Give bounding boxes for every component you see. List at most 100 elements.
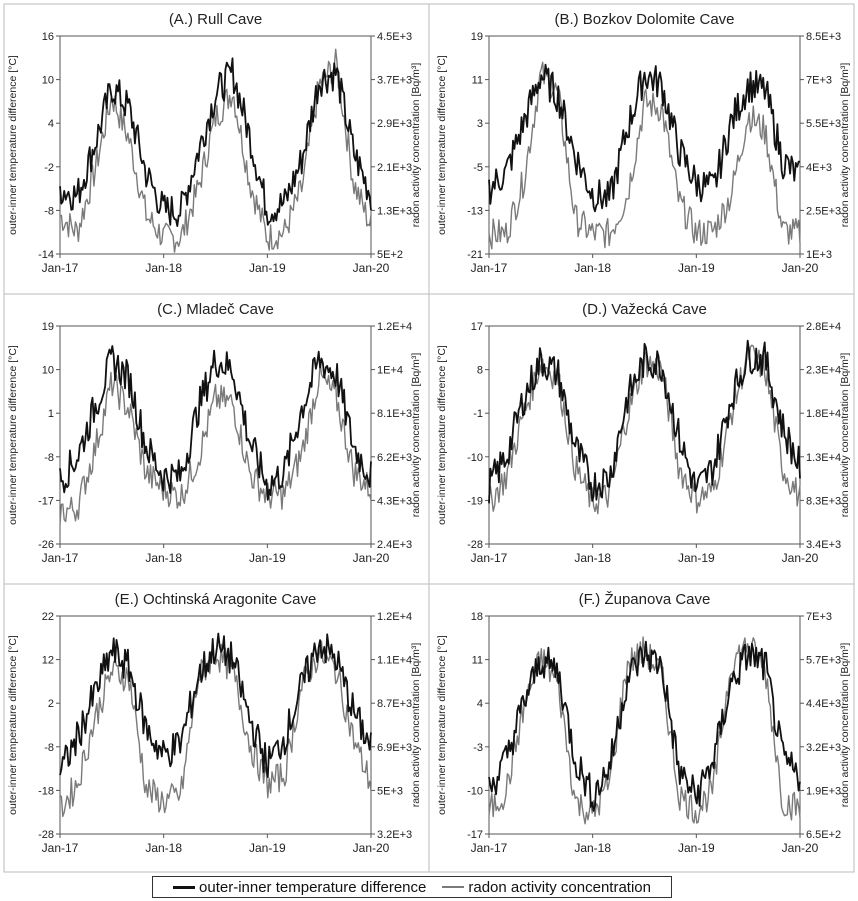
y2-tick-label: 2.1E+3 [377, 162, 412, 174]
y-tick-label: -21 [467, 249, 483, 261]
y2-tick-label: 1.3E+3 [377, 205, 412, 217]
series-line-temperature [59, 57, 372, 228]
y-tick-label: -17 [38, 495, 54, 507]
x-tick-label: Jan-17 [42, 841, 79, 855]
y-tick-label: 16 [42, 31, 54, 43]
y2-tick-label: 1.3E+4 [806, 452, 841, 464]
legend-swatch-radon [442, 886, 465, 888]
y-tick-label: -2 [44, 162, 54, 174]
y-tick-label: 18 [471, 611, 483, 623]
y-tick-label: -5 [473, 162, 483, 174]
y2-tick-label: 6.2E+3 [377, 452, 412, 464]
chart-panel: (C.) Mladeč Cave -26 -17 -8 1 10 19 2.4E+3 4.3E+… [7, 301, 422, 565]
y-tick-label: -1 [473, 408, 483, 420]
series-line-radon [488, 61, 801, 250]
chart-panel: (D.) Važecká Cave -28 -19 -10 -1 8 17 3.4E+3 8.3… [436, 301, 851, 565]
x-tick-label: Jan-18 [145, 551, 182, 565]
y-tick-label: 11 [472, 75, 483, 87]
chart-panel: (F.) Županova Cave -17 -10 -3 4 11 18 6.5E+2 1.9… [436, 591, 851, 855]
x-tick-label: Jan-18 [145, 841, 182, 855]
y-tick-label: 4 [477, 698, 483, 710]
y-tick-label: 19 [42, 321, 54, 333]
legend-item-temperature: outer-inner temperature difference [173, 879, 426, 896]
chart-title: (D.) Važecká Cave [582, 301, 707, 318]
y-tick-label: -18 [38, 785, 54, 797]
y2-tick-label: 7E+3 [806, 611, 832, 623]
y2-tick-label: 6.9E+3 [377, 742, 412, 754]
chart-panel: (A.) Rull Cave -14 -8 -2 4 10 16 5E+2 1.3E+3 2.1E… [7, 11, 422, 275]
y2-tick-label: 1E+3 [806, 249, 832, 261]
series-line-radon [59, 48, 372, 253]
y-tick-label: -8 [44, 742, 54, 754]
y2-axis-title: radon activity concentration [Bq/m³] [410, 643, 422, 808]
y2-tick-label: 1.1E+4 [377, 655, 412, 667]
series-line-radon [59, 640, 372, 818]
y2-tick-label: 5E+3 [377, 785, 403, 797]
y-tick-label: 22 [42, 611, 54, 623]
x-tick-label: Jan-19 [249, 261, 286, 275]
figure-frame [3, 3, 855, 873]
chart-panel: (E.) Ochtinská Aragonite Cave -28 -18 -8 2 12… [7, 591, 422, 855]
y-tick-label: -14 [38, 249, 54, 261]
x-tick-label: Jan-17 [42, 261, 79, 275]
x-tick-label: Jan-18 [145, 261, 182, 275]
y2-tick-label: 8.3E+3 [806, 495, 841, 507]
chart-title: (C.) Mladeč Cave [157, 301, 274, 318]
x-tick-label: Jan-19 [678, 261, 715, 275]
y2-tick-label: 5E+2 [377, 249, 403, 261]
chart-title: (F.) Županova Cave [579, 591, 711, 608]
plot-area [59, 615, 372, 835]
y2-axis-title: radon activity concentration [Bq/m³] [839, 63, 851, 228]
y-tick-label: -17 [467, 829, 483, 841]
y2-tick-label: 5.7E+3 [806, 655, 841, 667]
y-tick-label: -28 [38, 829, 54, 841]
y2-tick-label: 8.7E+3 [377, 698, 412, 710]
series-line-temperature [488, 339, 801, 504]
y2-tick-label: 8.1E+3 [377, 408, 412, 420]
x-tick-label: Jan-19 [249, 841, 286, 855]
y2-tick-label: 2.4E+3 [377, 539, 412, 551]
y2-tick-label: 1.9E+3 [806, 785, 841, 797]
plot-area [59, 325, 372, 545]
y2-axis-title: radon activity concentration [Bq/m³] [410, 353, 422, 518]
y2-axis-title: radon activity concentration [Bq/m³] [839, 643, 851, 808]
y2-tick-label: 1.2E+4 [377, 611, 412, 623]
y2-tick-label: 6.5E+2 [806, 829, 841, 841]
y-tick-label: 11 [472, 655, 483, 667]
legend-label-temperature: outer-inner temperature difference [199, 878, 427, 896]
x-tick-label: Jan-20 [782, 551, 819, 565]
y-tick-label: -13 [467, 205, 483, 217]
y-tick-label: -3 [473, 742, 483, 754]
x-tick-label: Jan-20 [782, 841, 819, 855]
y-axis-title: outer-inner temperature difference [°C] [7, 635, 19, 815]
y-tick-label: 8 [477, 365, 483, 377]
y-tick-label: 12 [42, 655, 54, 667]
y-tick-label: 2 [48, 698, 54, 710]
y-tick-label: -8 [44, 205, 54, 217]
x-tick-label: Jan-17 [471, 551, 508, 565]
legend-item-radon: radon activity concentration [442, 879, 651, 896]
x-tick-label: Jan-18 [574, 261, 611, 275]
x-tick-label: Jan-20 [353, 551, 390, 565]
x-tick-label: Jan-19 [678, 551, 715, 565]
y2-tick-label: 8.5E+3 [806, 31, 841, 43]
y-tick-label: 1 [48, 408, 54, 420]
y2-tick-label: 4.5E+3 [377, 31, 412, 43]
y-tick-label: -10 [467, 785, 483, 797]
chart-title: (A.) Rull Cave [169, 11, 262, 28]
x-tick-label: Jan-20 [353, 261, 390, 275]
y-axis-title: outer-inner temperature difference [°C] [7, 345, 19, 525]
series-line-radon [59, 361, 372, 525]
y2-tick-label: 4.4E+3 [806, 698, 841, 710]
y2-axis-title: radon activity concentration [Bq/m³] [410, 63, 422, 228]
y2-tick-label: 3.7E+3 [377, 75, 412, 87]
y-axis-title: outer-inner temperature difference [°C] [436, 635, 448, 815]
y-tick-label: -28 [467, 539, 483, 551]
chart-title: (B.) Bozkov Dolomite Cave [554, 11, 734, 28]
y-tick-label: -8 [44, 452, 54, 464]
y2-tick-label: 4.3E+3 [377, 495, 412, 507]
x-tick-label: Jan-19 [249, 551, 286, 565]
y2-tick-label: 5.5E+3 [806, 118, 841, 130]
y-tick-label: 19 [471, 31, 483, 43]
